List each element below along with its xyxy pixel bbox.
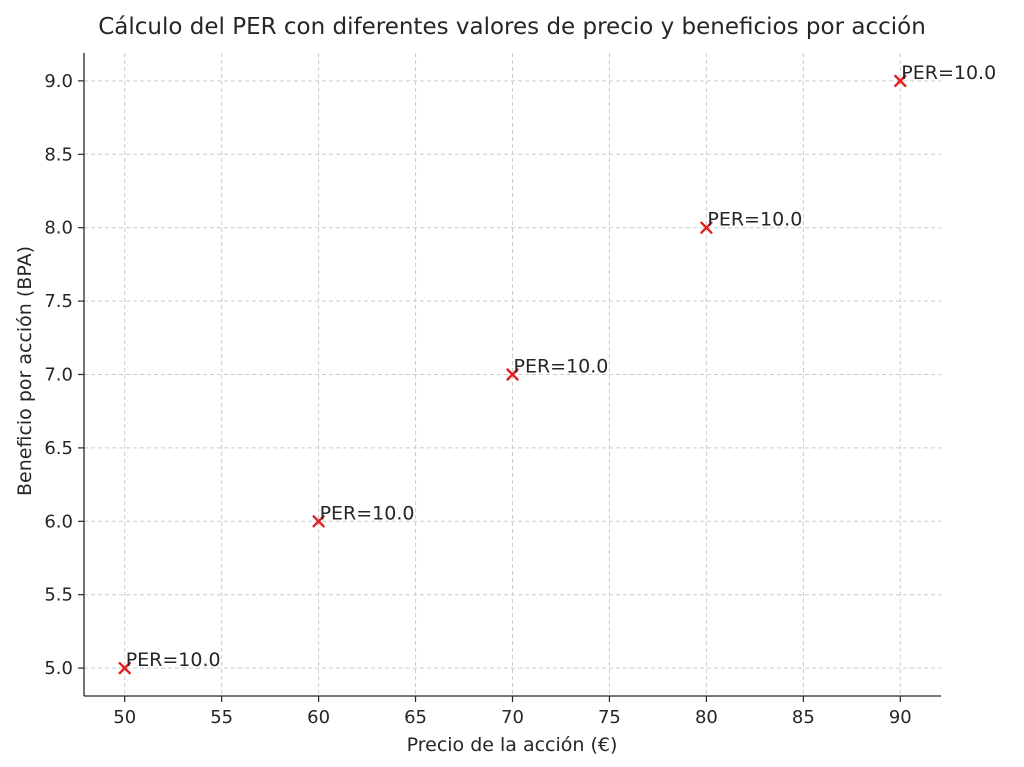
data-points <box>118 74 907 675</box>
point-annotation: PER=10.0 <box>901 62 996 84</box>
y-tick-label: 8.5 <box>44 144 73 165</box>
x-tick-label: 85 <box>792 707 815 728</box>
x-tick-label: 50 <box>113 707 136 728</box>
x-tick-label: 60 <box>307 707 330 728</box>
chart-title: Cálculo del PER con diferentes valores d… <box>98 14 926 40</box>
data-point <box>700 221 713 234</box>
point-annotation: PER=10.0 <box>514 356 609 378</box>
annotations: PER=10.0 PER=10.0 PER=10.0 PER=10.0 PER=10.0 <box>126 62 996 671</box>
data-point <box>118 661 131 675</box>
x-axis-label: Precio de la acción (€) <box>407 734 618 756</box>
y-tick-label: 8.0 <box>44 218 73 239</box>
grid <box>84 53 941 696</box>
y-tick-label: 5.0 <box>44 658 73 679</box>
y-tick-label: 7.5 <box>44 291 73 312</box>
data-point <box>312 515 325 528</box>
axes: 50 55 60 65 70 75 80 85 90 5.0 5.5 6.0 6.5 7.0 7.5 8.0 8… <box>44 53 941 728</box>
point-annotation: PER=10.0 <box>126 649 221 671</box>
y-tick-label: 5.5 <box>44 585 73 606</box>
y-axis-label: Beneficio por acción (BPA) <box>14 246 36 496</box>
x-tick-label: 90 <box>889 707 912 728</box>
y-tick-label: 6.5 <box>44 438 73 459</box>
x-tick-label: 70 <box>501 707 524 728</box>
x-tick-label: 80 <box>695 707 718 728</box>
point-annotation: PER=10.0 <box>320 502 415 524</box>
x-tick-label: 55 <box>210 707 233 728</box>
data-point <box>506 368 519 381</box>
x-tick-label: 65 <box>404 707 427 728</box>
x-tick-label: 75 <box>598 707 621 728</box>
data-point <box>894 74 907 88</box>
y-tick-label: 6.0 <box>44 511 73 532</box>
y-tick-label: 9.0 <box>44 71 73 92</box>
y-tick-label: 7.0 <box>44 365 73 386</box>
point-annotation: PER=10.0 <box>707 209 802 231</box>
